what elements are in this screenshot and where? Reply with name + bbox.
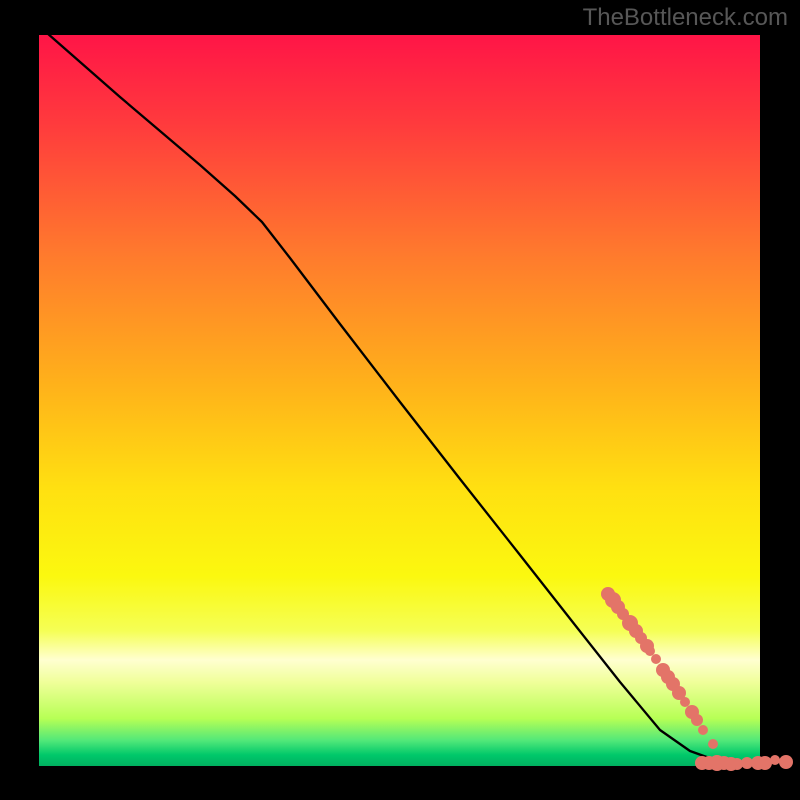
data-marker (680, 697, 690, 707)
chart-svg (0, 0, 800, 800)
data-marker (698, 725, 708, 735)
data-marker (708, 739, 718, 749)
data-marker (645, 646, 655, 656)
data-marker (691, 714, 703, 726)
data-marker (758, 756, 772, 770)
chart-container: TheBottleneck.com (0, 0, 800, 800)
data-marker (651, 654, 661, 664)
data-marker (770, 755, 780, 765)
data-marker (779, 755, 793, 769)
